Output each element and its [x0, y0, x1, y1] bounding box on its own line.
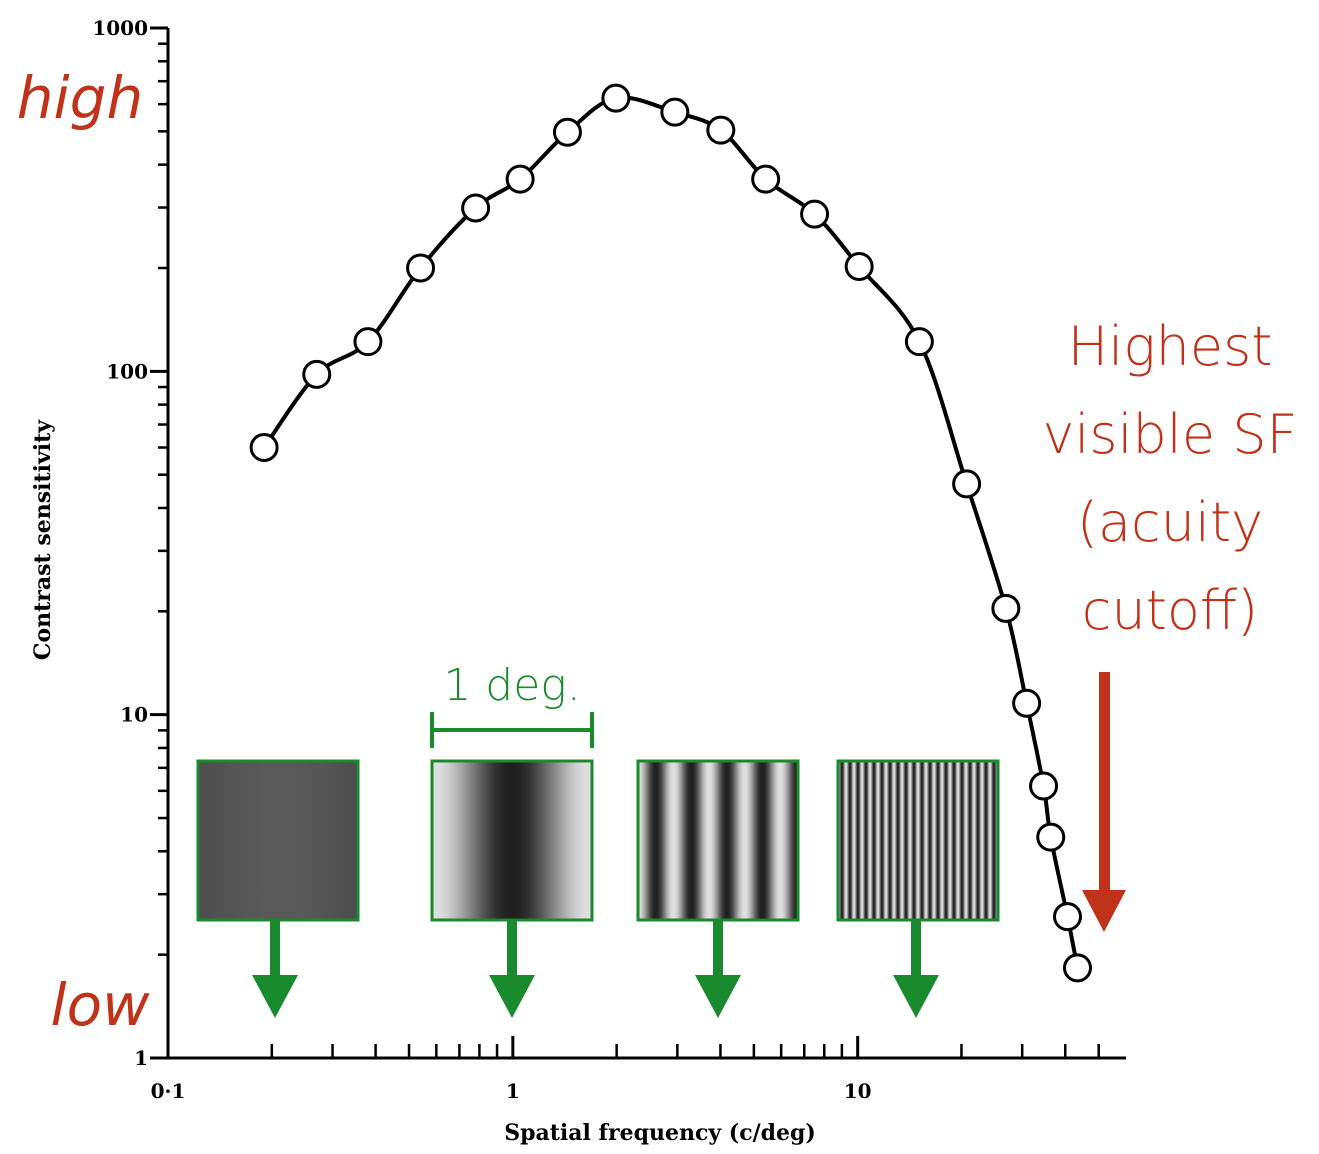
data-point — [1012, 688, 1042, 718]
data-point — [461, 193, 491, 223]
grating — [430, 759, 594, 922]
data-point — [353, 327, 383, 357]
cutoff-label: (acuity — [1077, 491, 1263, 554]
y-tick-label: 100 — [106, 359, 148, 383]
green-arrow-head — [893, 975, 939, 1018]
green-arrow-shaft — [507, 920, 517, 978]
data-point — [844, 251, 874, 281]
data-point — [601, 83, 631, 113]
data-point — [249, 433, 279, 463]
y-tick-label: 10 — [120, 703, 148, 727]
data-point — [552, 117, 582, 147]
green-arrow-shaft — [270, 920, 280, 978]
cutoff-label: visible SF — [1042, 403, 1297, 466]
x-tick-label: 1 — [506, 1079, 520, 1103]
data-point — [991, 593, 1021, 623]
data-point — [1029, 771, 1059, 801]
scale-bar — [430, 712, 594, 748]
grating — [196, 759, 360, 922]
cutoff-arrow — [1082, 672, 1126, 932]
data-point — [660, 97, 690, 127]
grating — [636, 759, 800, 922]
low-label: low — [50, 971, 150, 1039]
data-point — [904, 327, 934, 357]
gratings — [196, 759, 1000, 1018]
x-tick-label: 0·1 — [151, 1079, 186, 1103]
data-point — [1062, 953, 1092, 983]
data-point — [302, 359, 332, 389]
data-point — [751, 164, 781, 194]
scale-bar-label: 1 deg. — [443, 660, 580, 711]
green-arrow-head — [489, 975, 535, 1018]
data-point — [505, 164, 535, 194]
data-point — [706, 115, 736, 145]
curve — [262, 95, 1080, 969]
data-point — [406, 253, 436, 283]
x-tick-label: 10 — [844, 1079, 872, 1103]
green-arrow-head — [695, 975, 741, 1018]
high-label: high — [17, 64, 143, 132]
cutoff-label: cutoff) — [1082, 579, 1258, 642]
cutoff-label: Highest — [1068, 315, 1273, 378]
green-arrow-head — [252, 975, 298, 1018]
y-tick-label: 1 — [134, 1046, 148, 1070]
x-axis-label: Spatial frequency (c/deg) — [504, 1120, 816, 1146]
data-point — [1036, 822, 1066, 852]
green-arrow-shaft — [911, 920, 921, 978]
data-point — [952, 469, 982, 499]
green-arrow-shaft — [713, 920, 723, 978]
data-point — [1053, 902, 1083, 932]
y-tick-label: 1000 — [92, 16, 148, 40]
y-axis-label: Contrast sensitivity — [30, 419, 56, 660]
data-point — [800, 199, 830, 229]
grating — [836, 759, 1000, 922]
